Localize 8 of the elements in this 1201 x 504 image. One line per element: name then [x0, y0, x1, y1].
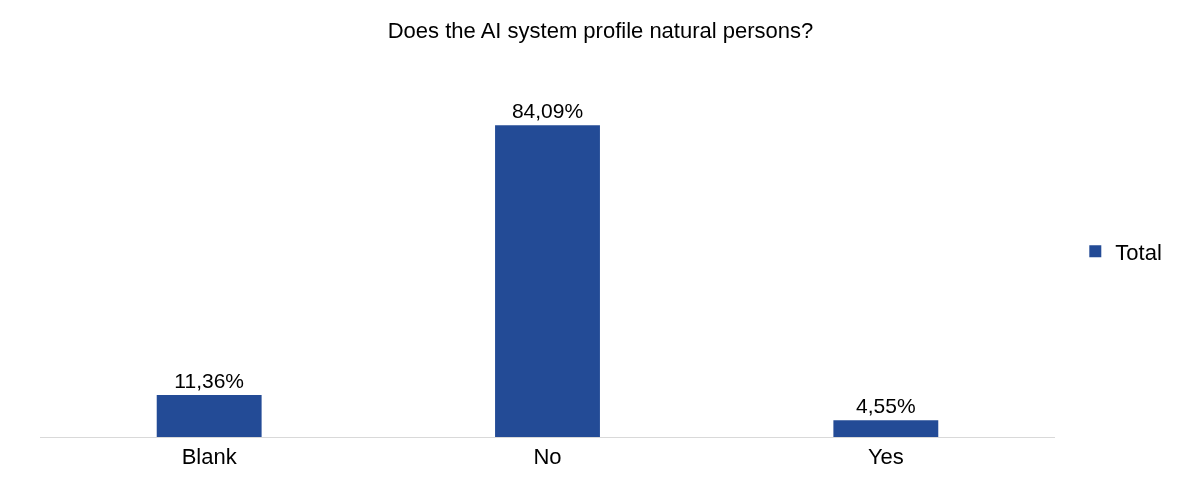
x-tick-label: Yes [867, 444, 904, 470]
data-label: 11,36% [174, 368, 245, 392]
legend-label: Total [1115, 239, 1162, 265]
data-label: 4,55% [856, 394, 916, 418]
data-label: 84,09% [511, 99, 584, 123]
x-tick-label: No [533, 444, 562, 470]
x-tick-label: Blank [181, 444, 238, 470]
chart-title: Does the AI system profile natural persons? [387, 17, 814, 43]
